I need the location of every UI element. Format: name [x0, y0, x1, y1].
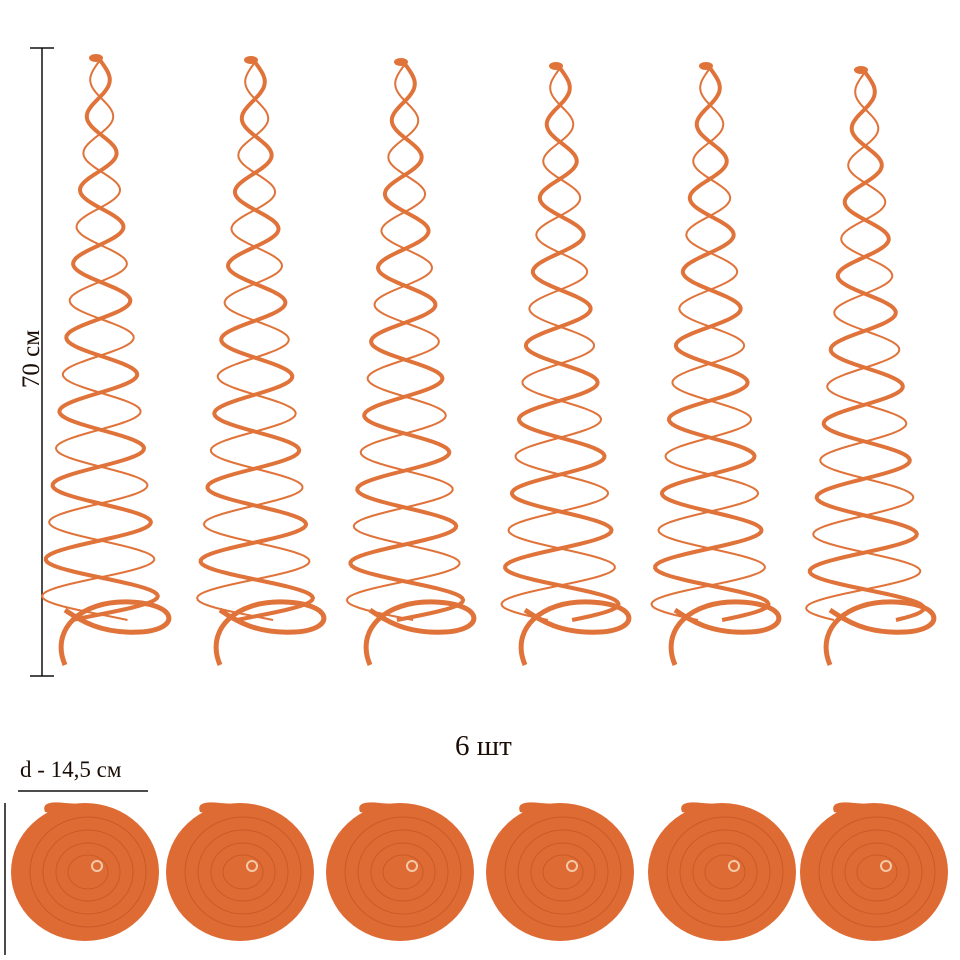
- hanging-loop: [699, 62, 713, 70]
- flat-spiral-disc: [648, 802, 796, 941]
- spiral-strand: [41, 59, 156, 621]
- hanging-hole: [406, 860, 418, 872]
- height-label: 70 см: [18, 329, 45, 389]
- flat-spiral-disc: [326, 802, 474, 941]
- spiral-end-curl: [213, 599, 327, 666]
- flat-spiral-disc: [486, 802, 634, 941]
- hanging-loop: [854, 66, 868, 74]
- spiral-end-curl: [58, 599, 172, 666]
- hanging-hole: [880, 860, 892, 872]
- hanging-spiral: [345, 58, 477, 666]
- spiral-strand: [650, 67, 766, 621]
- spiral-end-curl: [363, 599, 477, 666]
- hanging-hole: [728, 860, 740, 872]
- spiral-strand: [807, 70, 927, 622]
- flat-spiral-disc: [11, 802, 159, 941]
- hanging-loop: [394, 58, 408, 66]
- hanging-hole: [566, 860, 578, 872]
- spiral-end-curl: [668, 599, 782, 666]
- diameter-label: d - 14,5 см: [20, 757, 122, 782]
- spiral-strand: [198, 60, 316, 622]
- hanging-hole: [246, 860, 258, 872]
- spiral-strand: [500, 67, 616, 621]
- spiral-strand: [805, 71, 922, 621]
- hanging-hole: [91, 860, 103, 872]
- spiral-end-curl: [518, 599, 632, 666]
- spiral-end-curl: [823, 599, 937, 666]
- hanging-spiral: [650, 62, 782, 666]
- spiral-strand: [345, 63, 461, 621]
- hanging-spiral: [196, 56, 327, 666]
- spiral-strand: [196, 61, 311, 621]
- hanging-loop: [549, 62, 563, 70]
- spiral-strand: [503, 66, 621, 622]
- spiral-strand: [653, 66, 771, 622]
- spiral-strand: [43, 58, 160, 622]
- hanging-spiral: [500, 62, 632, 666]
- flat-spiral-disc: [166, 802, 314, 941]
- hanging-loop: [89, 54, 103, 62]
- height-dimension-line: [30, 47, 54, 677]
- hanging-spiral: [805, 66, 937, 666]
- hanging-spiral: [41, 54, 172, 666]
- hanging-loop: [244, 56, 258, 64]
- spiral-strand: [348, 62, 466, 622]
- flat-spiral-disc: [800, 802, 948, 941]
- count-label: 6 шт: [455, 730, 512, 762]
